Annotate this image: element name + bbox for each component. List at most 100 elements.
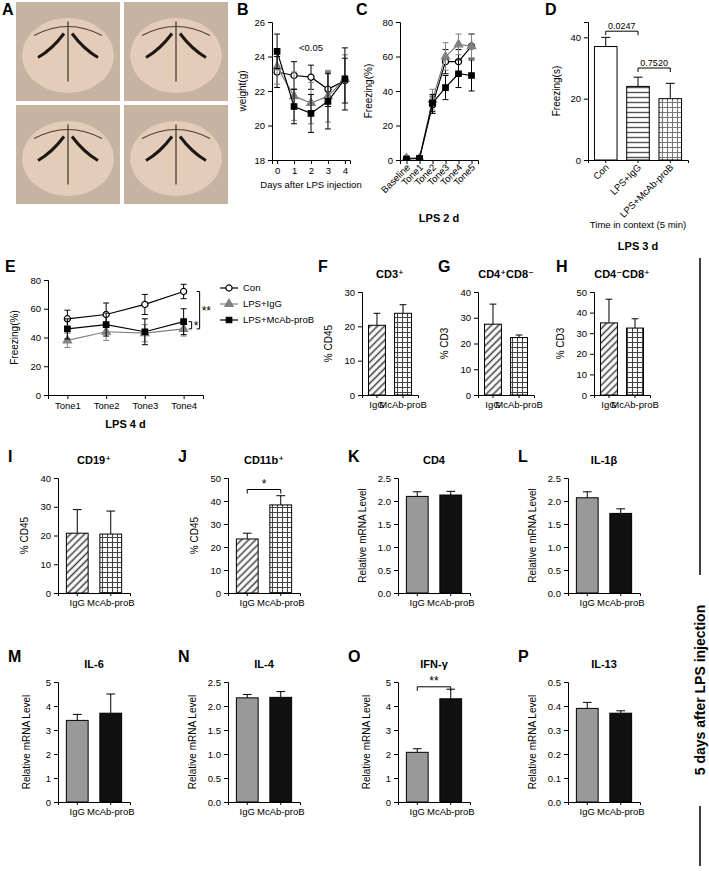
annotation-bracket <box>638 68 670 72</box>
y-tick: 40 <box>382 86 400 97</box>
x-tick: IgG <box>410 593 425 608</box>
y-tick-label: 10 <box>40 559 51 570</box>
title: IL-1β <box>591 454 618 466</box>
y-tick-mark <box>224 706 228 707</box>
panel-letter: K <box>348 448 360 465</box>
annotation-bracket <box>189 322 192 329</box>
y-tick: 24 <box>254 51 272 62</box>
side-rule <box>699 258 701 575</box>
bar <box>594 47 617 160</box>
x-tick-mark <box>77 593 78 596</box>
plot-area <box>406 689 461 802</box>
y-axis-line <box>358 293 363 396</box>
x-tick-label: IgG <box>240 597 255 608</box>
error-bar <box>243 694 252 697</box>
x-axis: IgGMcAb-proB <box>59 802 135 817</box>
y-tick-mark <box>590 395 594 396</box>
x-tick-label: McAb-proB <box>379 399 427 410</box>
y-tick-label: 40 <box>40 473 51 484</box>
x-tick-label: IgG <box>410 806 425 817</box>
x-axis: IgGMcAb-proB <box>569 593 645 608</box>
y-tick-mark <box>474 318 478 319</box>
panel: 0.00.51.01.52.02.5Relative mRNA LevelIgG… <box>348 448 475 608</box>
y-tick-label: 1.5 <box>378 519 391 530</box>
y-axis: 020406080 <box>382 17 400 166</box>
y-axis-line <box>564 683 569 803</box>
y-tick-mark <box>394 730 398 731</box>
y-tick-label: 3 <box>46 725 51 736</box>
panel-letter: O <box>348 648 360 665</box>
bar <box>406 496 428 593</box>
y-tick: 2.5 <box>548 473 568 484</box>
y-tick-label: 1 <box>386 773 391 784</box>
y-tick-label: 0.5 <box>208 773 221 784</box>
x-tick: McAb-proB <box>379 395 427 410</box>
subtitle: LPS 4 d <box>105 418 145 430</box>
y-tick-mark <box>564 570 568 571</box>
x-tick: McAb-proB <box>597 802 645 817</box>
bar <box>236 698 258 802</box>
error-bar <box>469 60 475 91</box>
bar <box>395 313 412 395</box>
x-tick-label: 1 <box>292 165 297 176</box>
y-tick-label: 30 <box>460 312 471 323</box>
y-axis-title: % CD3 <box>555 327 566 359</box>
y-tick: 40 <box>210 496 228 507</box>
y-axis-line <box>44 281 49 396</box>
plot-area <box>66 510 121 593</box>
x-tick: IgG <box>580 593 595 608</box>
panel-letter: E <box>5 258 16 275</box>
x-tick: 2 <box>309 160 314 176</box>
y-tick-mark <box>564 593 568 594</box>
legend: ConLPS+IgGLPS+McAb-proB <box>220 282 314 325</box>
y-tick-mark <box>224 501 228 502</box>
plot-area <box>406 491 461 593</box>
y-tick: 1.0 <box>208 749 228 760</box>
x-tick: IgG <box>70 802 85 817</box>
error-bar <box>606 299 613 323</box>
y-tick: 1.0 <box>548 542 568 553</box>
y-tick: 2.5 <box>378 473 398 484</box>
error-bar <box>616 711 625 713</box>
y-tick-mark <box>268 57 272 58</box>
bar <box>576 498 598 593</box>
x-tick-mark <box>184 395 185 399</box>
y-tick-mark <box>268 91 272 92</box>
y-tick-mark <box>590 374 594 375</box>
y-axis: 01020304050 <box>210 473 228 599</box>
x-tick: Tone4 <box>171 395 197 411</box>
y-axis: 020406080 <box>30 275 48 401</box>
error-bar <box>430 94 436 111</box>
x-tick-mark <box>294 160 295 164</box>
y-tick: 0 <box>350 390 362 401</box>
y-tick: 10 <box>40 559 58 570</box>
error-bar <box>601 37 610 46</box>
y-tick: 2 <box>386 749 398 760</box>
error-bar <box>181 309 187 335</box>
y-tick: 3 <box>386 725 398 736</box>
y-tick: 0.3 <box>548 725 568 736</box>
y-tick-label: 1.5 <box>548 519 561 530</box>
plot-area <box>63 284 188 347</box>
y-tick-mark <box>396 126 400 127</box>
y-tick-label: 0.0 <box>378 588 391 599</box>
x-tick-label: IgG <box>240 806 255 817</box>
y-tick-label: 26 <box>254 17 265 28</box>
x-tick: McAb-proB <box>427 593 475 608</box>
series-line <box>407 44 472 158</box>
x-tick-label: Tone2 <box>94 400 120 411</box>
error-bar <box>400 305 407 314</box>
brain-section <box>16 105 120 204</box>
y-tick: 0 <box>46 588 58 599</box>
y-axis-title: Relative mRNA Level <box>527 488 538 582</box>
bar <box>601 323 618 395</box>
y-axis: 010203040 <box>460 287 478 401</box>
y-tick-mark <box>564 706 568 707</box>
bar <box>440 495 462 593</box>
y-tick-label: 40 <box>460 287 471 298</box>
title: CD4⁻CD8⁺ <box>594 268 650 280</box>
y-tick-label: 0.0 <box>208 797 221 808</box>
y-tick: 0 <box>388 155 400 166</box>
x-axis-line <box>363 396 419 399</box>
marker <box>141 328 149 335</box>
